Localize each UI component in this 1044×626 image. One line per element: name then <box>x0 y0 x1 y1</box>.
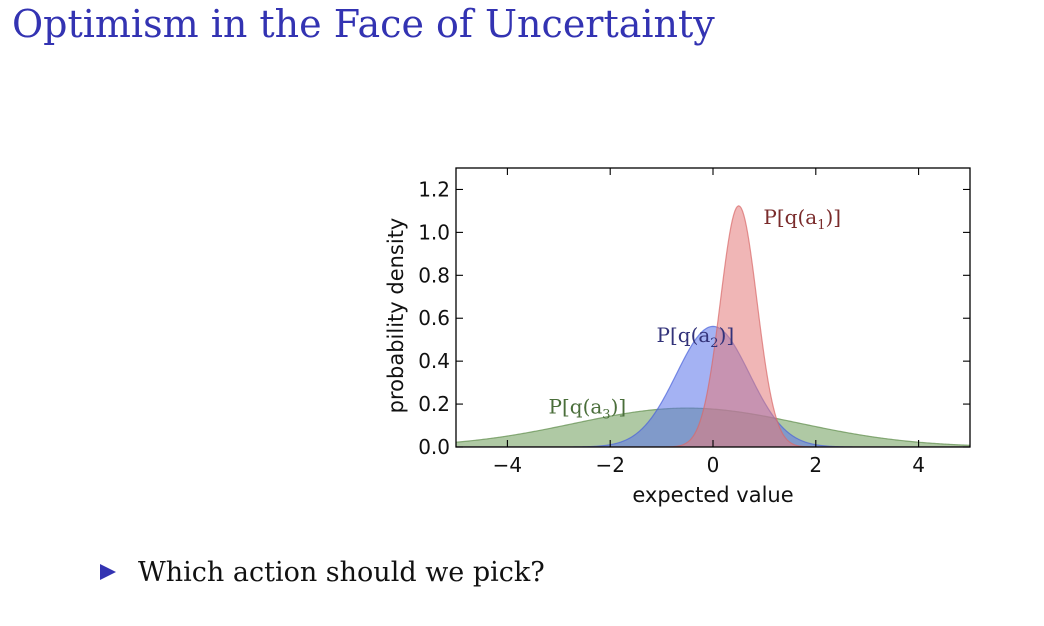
curve-label-a1-subscript: 1 <box>817 218 825 233</box>
chart-ticks: −4 −2 0 2 4 0.0 0.2 0.4 0.6 0.8 1.0 1.2 <box>418 168 970 477</box>
y-tick-label: 0.6 <box>418 306 450 330</box>
curve-label-a3-prefix: P[q(a <box>549 395 603 419</box>
curve-label-a2-subscript: 2 <box>710 336 718 351</box>
triangle-right-icon <box>100 564 116 580</box>
bullet-text: Which action should we pick? <box>138 556 545 588</box>
curve-label-a3: P[q(a3)] <box>549 395 627 423</box>
y-tick-label: 0.2 <box>418 392 450 416</box>
y-tick-label: 0.8 <box>418 263 450 287</box>
curve-label-a3-suffix: )] <box>611 395 627 419</box>
x-tick-label: 2 <box>809 453 822 477</box>
x-tick-label: 4 <box>912 453 925 477</box>
x-axis-label: expected value <box>632 483 793 507</box>
chart-areas <box>456 205 970 447</box>
x-tick-label: 0 <box>707 453 720 477</box>
x-tick-label: −2 <box>595 453 624 477</box>
curve-label-a1: P[q(a1)] <box>763 205 841 233</box>
slide-title: Optimism in the Face of Uncertainty <box>12 2 715 46</box>
x-tick-label: −4 <box>493 453 522 477</box>
density-curve-a1 <box>456 205 970 447</box>
y-tick-label: 1.0 <box>418 220 450 244</box>
curve-label-a1-suffix: )] <box>825 205 841 229</box>
y-tick-label: 0.4 <box>418 349 450 373</box>
y-tick-label: 1.2 <box>418 177 450 201</box>
curve-label-a2-suffix: )] <box>719 323 735 347</box>
curve-label-a2: P[q(a2)] <box>657 323 735 351</box>
curve-label-a3-subscript: 3 <box>602 408 610 423</box>
chart-curve-labels: P[q(a3)]P[q(a2)]P[q(a1)] <box>549 205 842 423</box>
bullet-item: Which action should we pick? <box>100 552 545 592</box>
y-axis-label: probability density <box>384 218 408 414</box>
curve-label-a1-prefix: P[q(a <box>763 205 817 229</box>
y-tick-label: 0.0 <box>418 435 450 459</box>
density-area-a1 <box>456 205 970 447</box>
density-curve-a2 <box>456 325 970 447</box>
curve-label-a2-prefix: P[q(a <box>657 323 711 347</box>
